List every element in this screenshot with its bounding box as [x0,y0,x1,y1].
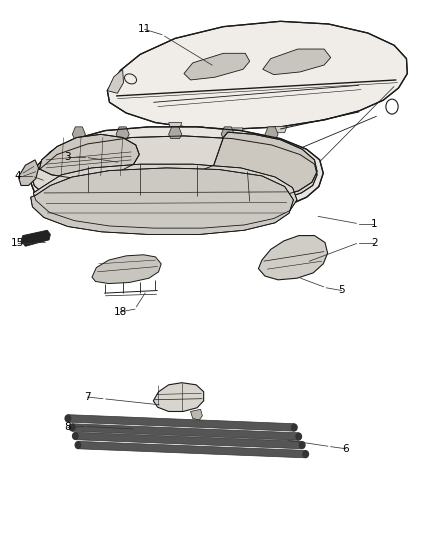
Polygon shape [92,255,161,284]
Circle shape [300,442,305,448]
Polygon shape [39,134,139,178]
Text: 4: 4 [14,171,21,181]
Text: 11: 11 [138,25,151,34]
Polygon shape [191,409,202,420]
Polygon shape [169,123,182,129]
Polygon shape [78,441,306,458]
Circle shape [65,415,71,422]
Polygon shape [31,127,323,220]
Polygon shape [265,127,278,139]
Polygon shape [116,127,129,139]
Polygon shape [75,432,302,449]
Polygon shape [107,69,124,93]
Text: 2: 2 [371,238,378,247]
Circle shape [75,442,81,448]
Polygon shape [184,53,250,80]
Circle shape [73,433,78,439]
Polygon shape [263,49,331,75]
Polygon shape [21,230,50,246]
Circle shape [296,433,301,440]
Text: 6: 6 [343,444,350,454]
Polygon shape [33,164,297,228]
Polygon shape [230,128,243,134]
Circle shape [292,424,297,431]
Polygon shape [32,136,317,210]
Polygon shape [274,126,287,133]
Text: 7: 7 [84,392,91,402]
Polygon shape [191,127,204,133]
Polygon shape [169,127,182,139]
Polygon shape [31,168,293,235]
Polygon shape [221,127,234,139]
Polygon shape [153,383,204,411]
Text: 5: 5 [338,286,345,295]
Polygon shape [187,132,317,203]
Text: 3: 3 [64,152,71,162]
Text: 8: 8 [64,423,71,432]
Circle shape [70,424,75,431]
Text: 1: 1 [371,219,378,229]
Polygon shape [68,415,294,431]
Text: 18: 18 [114,307,127,317]
Polygon shape [18,160,39,185]
Polygon shape [107,21,407,129]
Polygon shape [72,424,299,440]
Polygon shape [258,236,328,280]
Text: 15: 15 [11,238,24,247]
Circle shape [303,451,308,457]
Polygon shape [72,127,85,139]
